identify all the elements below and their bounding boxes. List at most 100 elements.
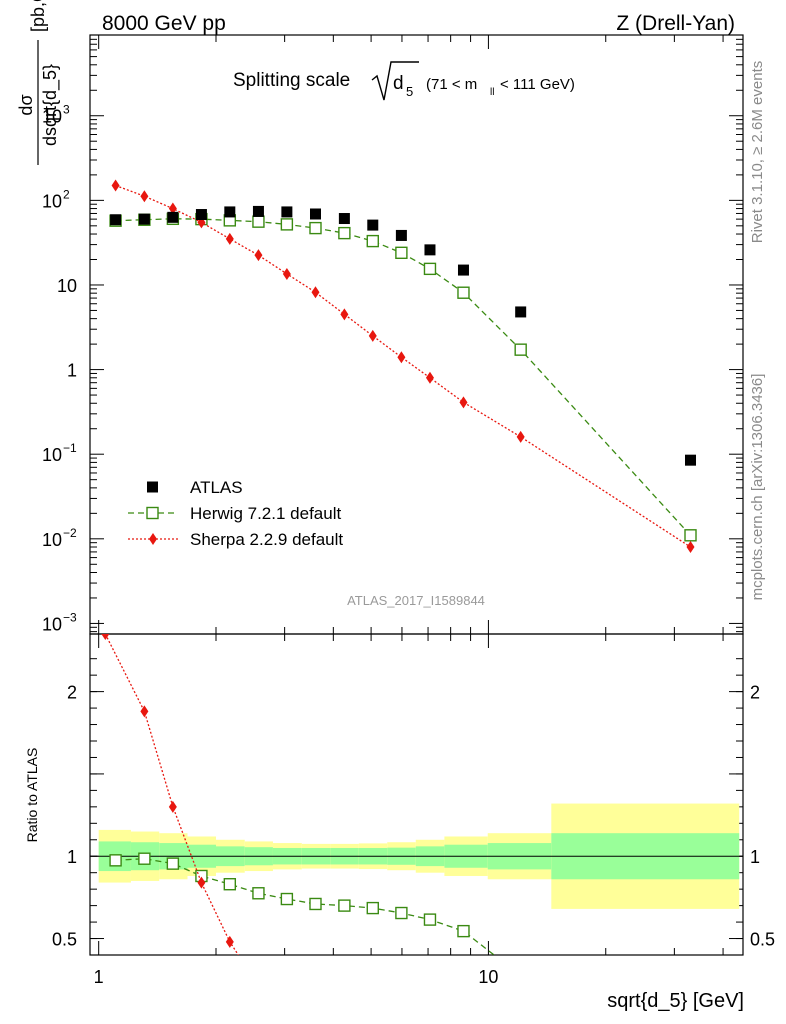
y-tick-label-exp: 3 (63, 103, 70, 117)
legend-herwig-marker (146, 506, 159, 520)
herwig-marker (457, 286, 470, 299)
ylabel-units: [pb,GeV (28, 0, 48, 32)
sherpa-marker (425, 371, 434, 384)
atlas-marker (167, 211, 179, 223)
sherpa-marker (282, 267, 291, 280)
herwig-marker (395, 246, 408, 259)
legend-sherpa-marker (149, 533, 157, 545)
ratio-y-label: Ratio to ATLAS (24, 748, 40, 843)
ratio-y-tick-label-left: 0.5 (52, 930, 77, 950)
y-tick-label-base: 10 (42, 614, 62, 634)
ratio-herwig-marker (280, 892, 294, 906)
herwig-marker (338, 226, 351, 240)
ratio-frame (89, 633, 744, 956)
mcplots-label: mcplots.cern.ch [arXiv:1306.3436] (749, 374, 766, 601)
ratio-y-tick-label-right: 1 (750, 847, 760, 867)
atlas-marker (367, 219, 379, 231)
title-cut: (71 < m (426, 76, 477, 93)
y-tick-label-base: 10 (42, 107, 62, 127)
herwig-marker (684, 529, 697, 542)
y-tick-label: 10 (57, 276, 77, 296)
ratio-sherpa-marker (140, 705, 149, 718)
herwig-marker (423, 262, 437, 276)
ratio-sherpa-marker (168, 800, 177, 813)
header-right: Z (Drell-Yan) (616, 12, 735, 35)
sherpa-marker (368, 329, 377, 342)
ratio-y-tick-label-left: 2 (67, 683, 77, 703)
sherpa-marker (459, 396, 468, 409)
y-tick-label-exp: 2 (63, 187, 70, 201)
main-sherpa-line (115, 184, 691, 548)
atlas-marker (395, 229, 407, 241)
title-cut-sub: ll (490, 87, 494, 98)
sherpa-marker (397, 351, 406, 364)
ratio-herwig-marker (109, 854, 122, 867)
header-left: 8000 GeV pp (102, 12, 226, 35)
herwig-marker (514, 343, 527, 356)
title-symbol: d (393, 73, 404, 94)
atlas-marker (138, 213, 150, 225)
ratio-herwig-marker (223, 878, 237, 891)
herwig-marker (252, 215, 265, 228)
y-tick-label-base: 10 (42, 530, 62, 550)
ylabel-den: dsqrt{d_5} (40, 64, 61, 146)
herwig-marker (366, 234, 379, 248)
ratio-panel (90, 634, 743, 955)
title-text: Splitting scale (233, 70, 350, 91)
atlas-marker (195, 209, 207, 221)
ratio-herwig-marker (395, 906, 408, 920)
ratio-herwig-marker (138, 852, 151, 865)
atlas-marker (457, 264, 469, 276)
y-tick-label-base: 10 (42, 191, 62, 211)
atlas-marker (338, 213, 350, 225)
sherpa-marker (140, 190, 149, 203)
x-axis-label: sqrt{d_5} [GeV] (607, 990, 744, 1012)
y-tick-label-exp: −1 (63, 441, 77, 455)
sherpa-marker (254, 249, 263, 262)
x-tick-label: 10 (478, 967, 498, 987)
main-y-label: dσ dsqrt{d_5} [pb,GeV -1 ] (16, 0, 61, 165)
title-symbol-sub: 5 (406, 84, 413, 99)
atlas-marker (224, 206, 236, 218)
legend-atlas-label: ATLAS (190, 478, 243, 497)
ratio-herwig-marker (423, 913, 437, 926)
ylabel-num: dσ (16, 94, 36, 115)
main-series (109, 179, 697, 554)
atlas-marker (685, 454, 697, 466)
ratio-herwig-marker (366, 901, 379, 915)
sherpa-marker (686, 541, 695, 554)
ratio-herwig-marker (309, 897, 322, 911)
y-tick-label: 1 (67, 361, 77, 381)
legend-sherpa-label: Sherpa 2.2.9 default (190, 530, 343, 549)
atlas-marker (252, 205, 264, 217)
ratio-y-tick-label-right: 2 (750, 683, 760, 703)
herwig-marker (309, 221, 322, 235)
legend-atlas-marker (147, 481, 158, 493)
main-plot-title: Splitting scale d 5 (71 < m ll < 111 GeV… (233, 61, 575, 101)
analysis-id: ATLAS_2017_I1589844 (347, 593, 485, 608)
sherpa-marker (516, 430, 525, 443)
legend: ATLAS Herwig 7.2.1 default Sherpa 2.2.9 de… (128, 478, 343, 549)
atlas-marker (110, 214, 122, 226)
ratio-herwig-marker (338, 899, 351, 912)
sqrt-sign (371, 61, 419, 101)
ratio-sherpa-marker (197, 876, 206, 889)
atlas-marker (309, 208, 321, 220)
y-tick-label-exp: −3 (63, 610, 77, 624)
ratio-herwig-marker (252, 887, 265, 900)
main-frame (89, 34, 744, 635)
y-tick-label-base: 10 (42, 445, 62, 465)
ratio-y-tick-label-left: 1 (67, 847, 77, 867)
y-tick-label-exp: −2 (63, 526, 77, 540)
ratio-sherpa-marker (101, 634, 110, 640)
ratio-sherpa-marker (225, 935, 234, 948)
rivet-label: Rivet 3.1.10, ≥ 2.6M events (749, 61, 766, 244)
herwig-marker (280, 218, 294, 231)
atlas-marker (515, 306, 527, 318)
ratio-y-tick-label-right: 0.5 (750, 930, 775, 950)
atlas-marker (424, 244, 436, 256)
sherpa-marker (168, 202, 177, 215)
title-cut-end: < 111 GeV) (500, 76, 575, 93)
